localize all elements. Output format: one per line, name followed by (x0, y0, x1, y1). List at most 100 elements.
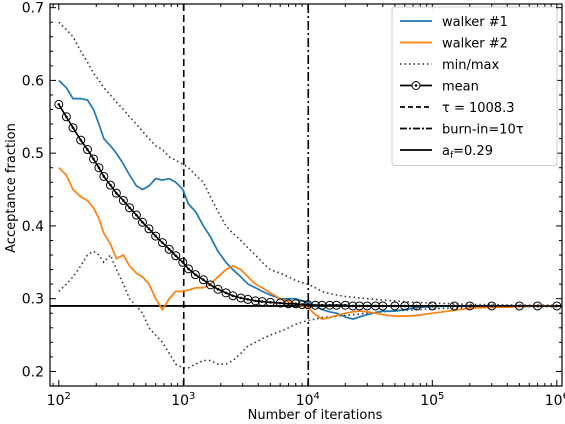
mean-point (412, 301, 422, 311)
mean-point (144, 224, 154, 234)
mean-point (332, 300, 342, 310)
mean-point-center (381, 304, 385, 308)
mean-point-center (320, 303, 324, 307)
series-min-line (58, 250, 557, 369)
mean-point-center (135, 213, 138, 217)
mean-point-center (306, 303, 310, 306)
legend-label: af=0.29 (442, 144, 493, 161)
y-tick-label: 0.2 (22, 364, 44, 380)
mean-point-center (128, 206, 131, 210)
mean-point-center (555, 304, 559, 308)
mean-point-center (194, 273, 197, 276)
mean-point (390, 301, 400, 311)
mean-point (348, 301, 358, 311)
mean-point-center (358, 304, 361, 308)
mean-point (228, 291, 238, 301)
mean-point (449, 301, 459, 311)
mean-point-center (216, 287, 220, 291)
mean-point (371, 301, 381, 311)
legend: walker #1 walker #2 min/max mean τ = 1008.3 b… (391, 6, 558, 166)
mean-point (236, 293, 246, 303)
mean-point (171, 251, 181, 261)
mean-point (82, 145, 92, 155)
x-tick-label: 105 (420, 391, 444, 409)
mean-point (190, 270, 200, 280)
mean-point-center (269, 301, 272, 304)
mean-point-center (79, 138, 83, 142)
legend-label: walker #1 (442, 15, 508, 30)
mean-point (178, 257, 188, 267)
mean-point (533, 301, 543, 311)
mean-point (325, 300, 335, 310)
mean-point-center (115, 191, 118, 195)
mean-point-center (343, 303, 347, 307)
mean-point (88, 154, 98, 164)
legend-marker-center (414, 84, 418, 87)
mean-point-center (300, 303, 304, 306)
mean-point (205, 280, 215, 290)
mean-point (68, 123, 78, 133)
mean-point (76, 135, 86, 145)
mean-point (157, 238, 167, 248)
mean-point (183, 264, 193, 274)
mean-point (250, 296, 260, 306)
mean-point (465, 301, 475, 311)
mean-point (427, 301, 437, 311)
mean-point-center (231, 294, 235, 298)
mean-point-center (431, 304, 434, 308)
legend-label: mean (442, 80, 479, 95)
mean-point-center (278, 301, 282, 305)
series-max-line (58, 21, 557, 307)
mean-point (552, 301, 562, 311)
mean-point-center (452, 304, 456, 308)
legend-label: burn-in=10τ (442, 123, 524, 138)
mean-point (213, 284, 223, 294)
mean-point (99, 171, 109, 181)
mean-point-center (335, 303, 338, 307)
mean-point-center (393, 304, 397, 308)
mean-point-center (351, 304, 355, 308)
mean-point (198, 275, 208, 285)
mean-point-center (109, 183, 112, 187)
x-tick-label: 104 (296, 391, 320, 409)
mean-point-center (403, 304, 407, 308)
mean-point-center (86, 148, 89, 151)
mean-point (487, 301, 497, 311)
mean-point (137, 217, 147, 227)
mean-point (514, 301, 524, 311)
mean-point (310, 300, 320, 310)
y-tick-label: 0.6 (22, 73, 44, 89)
mean-point-center (239, 296, 243, 300)
mean-point-center (328, 303, 332, 307)
legend-box (391, 6, 558, 166)
y-axis-label: Acceptance fraction (4, 123, 19, 253)
mean-point-center (181, 261, 185, 264)
mean-point-center (374, 304, 377, 308)
mean-point-center (141, 220, 144, 224)
legend-label: min/max (442, 58, 500, 73)
mean-point-center (187, 267, 190, 271)
mean-point (265, 297, 275, 307)
mean-point-center (536, 304, 539, 308)
mean-point (54, 99, 64, 109)
x-axis-label: Number of iterations (248, 408, 383, 423)
mean-point (111, 188, 121, 198)
mean-point (131, 210, 141, 220)
mean-point-center (518, 304, 521, 308)
series-walker-2-line (58, 167, 557, 321)
series-layer (50, 4, 562, 386)
mean-point (291, 299, 301, 309)
x-tick-label: 106 (545, 391, 565, 409)
mean-point (164, 244, 174, 254)
mean-point-center (147, 227, 151, 231)
mean-point-center (365, 304, 369, 308)
legend-label: τ = 1008.3 (442, 101, 514, 116)
mean-point (105, 180, 115, 190)
mean-point (151, 231, 161, 241)
mean-point (61, 112, 71, 122)
mean-point-center (287, 302, 290, 306)
mean-point-center (294, 302, 298, 306)
mean-point (378, 301, 388, 311)
y-tick-label: 0.4 (22, 219, 44, 235)
mean-point (400, 301, 410, 311)
